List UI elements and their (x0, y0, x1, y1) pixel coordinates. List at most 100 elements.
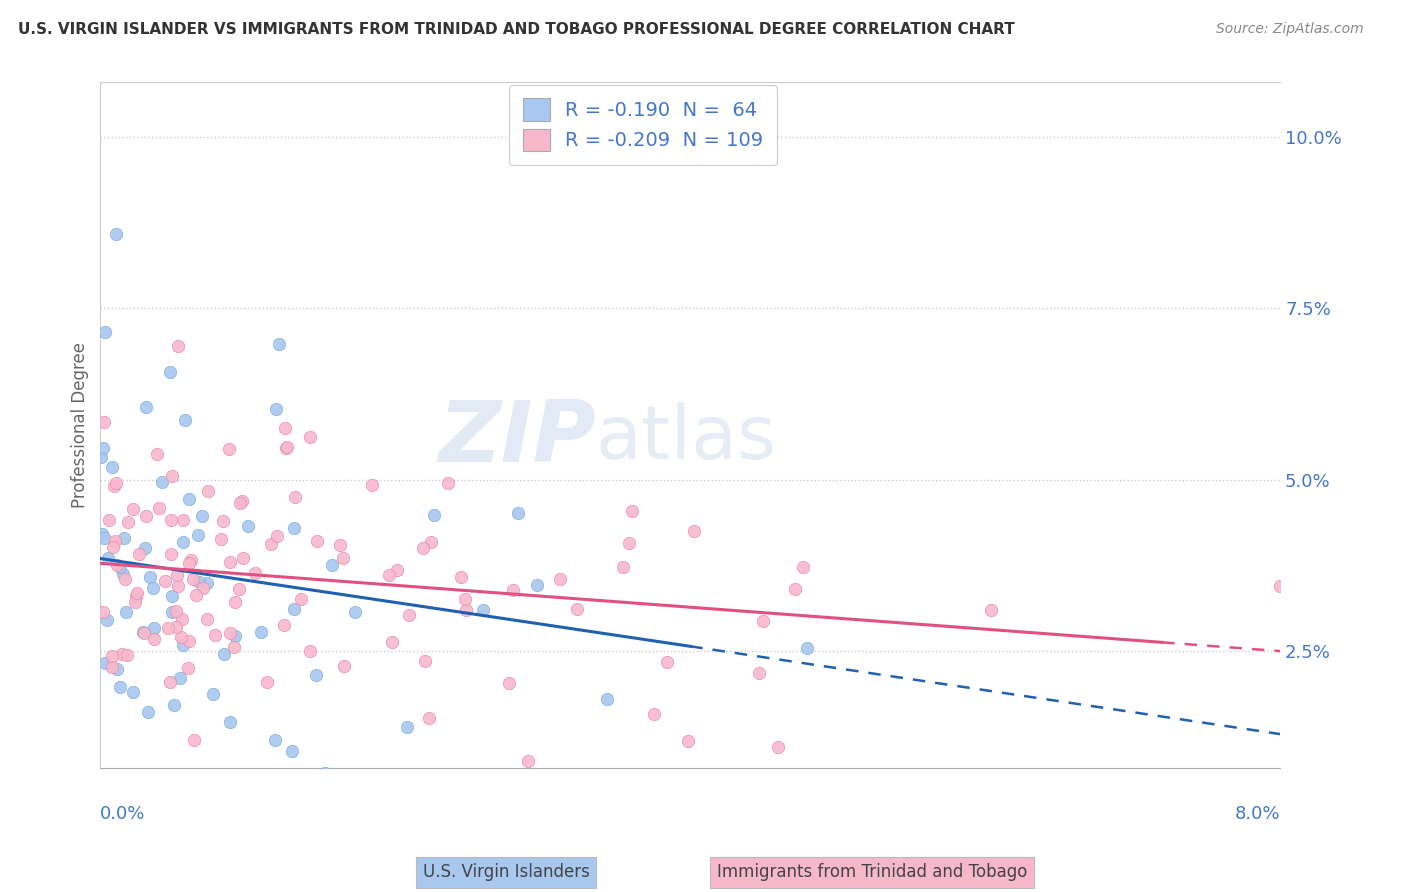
Point (284, 491, 307, 505)
Point (108, 560, 131, 574)
Point (183, 572, 205, 586)
Point (617, 535, 640, 549)
Point (169, 671, 191, 685)
Point (526, 578, 548, 592)
Point (166, 567, 188, 582)
Point (98, 513, 121, 527)
Point (105, 662, 128, 676)
Point (437, 476, 460, 491)
Point (236, 518, 259, 533)
Point (167, 339, 190, 353)
Point (783, 582, 806, 596)
Point (122, 501, 145, 516)
Point (655, 655, 678, 669)
Point (94, 325, 117, 339)
Point (103, 540, 125, 554)
Point (682, 524, 704, 538)
Point (111, 647, 134, 661)
Point (219, 625, 242, 640)
Point (385, 563, 408, 577)
Point (305, 667, 328, 681)
Point (142, 581, 165, 595)
Point (232, 550, 254, 565)
Point (177, 491, 200, 506)
Point (159, 547, 181, 561)
Point (676, 734, 699, 748)
Point (153, 574, 176, 588)
Point (172, 638, 194, 652)
Point (135, 401, 157, 415)
Point (472, 603, 495, 617)
Point (333, 658, 356, 673)
Point (498, 676, 520, 690)
Point (91, 442, 114, 456)
Text: 0.0%: 0.0% (100, 805, 146, 823)
Text: atlas: atlas (596, 402, 778, 475)
Point (108, 680, 131, 694)
Point (266, 529, 288, 543)
Point (134, 541, 156, 555)
Point (165, 604, 187, 618)
Y-axis label: Professional Degree: Professional Degree (72, 342, 89, 508)
Point (125, 589, 148, 603)
Point (612, 559, 634, 574)
Point (329, 538, 352, 552)
Point (228, 582, 250, 597)
Point (177, 556, 200, 570)
Point (222, 640, 245, 654)
Point (489, 781, 512, 796)
Point (218, 442, 240, 457)
Point (93, 416, 115, 430)
Point (101, 459, 124, 474)
Point (170, 612, 193, 626)
Point (204, 628, 226, 642)
Point (184, 588, 207, 602)
Point (224, 595, 246, 609)
Point (136, 705, 159, 719)
Point (792, 560, 814, 574)
Point (128, 547, 150, 561)
Point (378, 568, 401, 582)
Point (115, 606, 138, 620)
Point (132, 625, 155, 640)
Point (91, 605, 114, 619)
Point (132, 625, 155, 640)
Point (172, 513, 194, 527)
Point (202, 687, 225, 701)
Point (250, 625, 273, 640)
Text: U.S. Virgin Islanders: U.S. Virgin Islanders (423, 863, 589, 881)
Point (173, 534, 195, 549)
Point (343, 605, 366, 619)
Point (101, 648, 124, 663)
Point (162, 698, 184, 712)
Point (412, 541, 434, 556)
Point (143, 621, 166, 635)
Text: 8.0%: 8.0% (1234, 805, 1281, 823)
Point (264, 401, 287, 416)
Point (596, 691, 619, 706)
Point (183, 732, 205, 747)
Point (796, 640, 818, 655)
Point (174, 413, 197, 427)
Point (381, 635, 404, 649)
Point (298, 644, 321, 658)
Point (567, 602, 589, 616)
Point (212, 647, 235, 661)
Point (190, 509, 212, 524)
Point (418, 711, 440, 725)
Point (245, 566, 267, 581)
Point (456, 603, 478, 617)
Point (276, 440, 298, 454)
Point (117, 515, 139, 529)
Point (160, 513, 183, 527)
Point (218, 555, 240, 569)
Point (103, 479, 125, 493)
Point (138, 570, 160, 584)
Point (104, 533, 127, 548)
Point (105, 558, 128, 573)
Point (187, 574, 209, 589)
Point (398, 608, 420, 623)
Point (112, 531, 135, 545)
Point (152, 475, 174, 489)
Point (453, 592, 475, 607)
